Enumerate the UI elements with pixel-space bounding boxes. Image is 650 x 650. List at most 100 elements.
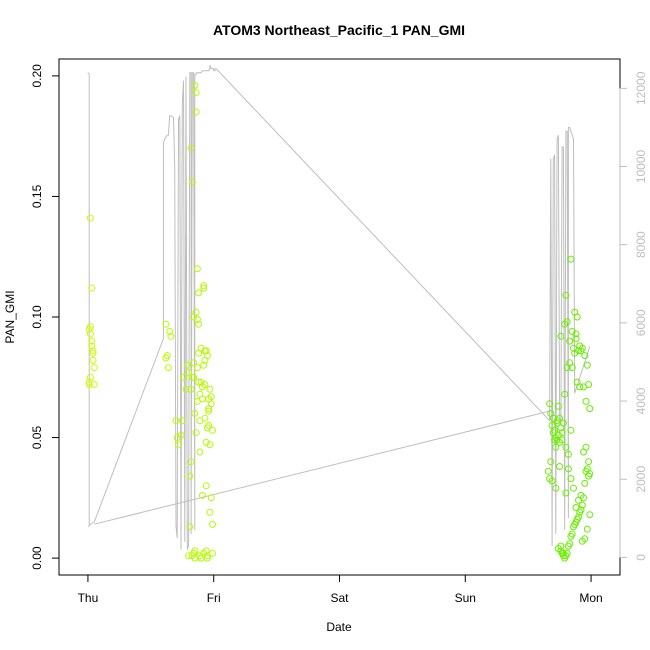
data-point [185, 369, 193, 376]
plot-frame [58, 58, 621, 576]
data-point [186, 523, 194, 531]
data-point [547, 458, 555, 466]
data-point [200, 282, 208, 290]
data-point [88, 342, 96, 350]
data-point [86, 214, 94, 222]
data-point [167, 332, 175, 340]
data-point [88, 337, 96, 345]
data-point [566, 540, 574, 548]
data-point [202, 547, 210, 555]
data-point [209, 520, 216, 528]
data-point [564, 450, 572, 458]
data-point [187, 385, 195, 393]
y2-tick-label: 10000 [634, 149, 648, 183]
data-point [566, 337, 574, 345]
data-point [197, 378, 205, 386]
data-point [193, 265, 201, 273]
data-point [562, 291, 570, 299]
data-point [585, 381, 593, 388]
y-axis-label: PAN_GMI [3, 290, 17, 343]
y-axis-left: 0.00 0.05 0.10 0.15 0.20 [30, 64, 60, 570]
data-point [209, 549, 216, 557]
data-point [89, 347, 97, 355]
data-point [195, 289, 203, 297]
y2-tick-label: 6000 [634, 309, 648, 336]
data-point [195, 320, 203, 328]
data-point [585, 472, 593, 480]
data-point [89, 349, 97, 357]
data-point [554, 431, 562, 439]
data-point [586, 405, 594, 413]
data-point [177, 431, 185, 439]
data-point [567, 426, 575, 434]
altitude-line [87, 64, 591, 550]
data-point [577, 491, 585, 499]
data-point [186, 472, 194, 480]
data-point [559, 419, 567, 427]
data-point [206, 508, 214, 516]
data-point [166, 328, 174, 335]
data-point [195, 378, 203, 386]
x-tick-label: Sun [455, 591, 476, 605]
transit-line [94, 410, 551, 525]
data-point [206, 441, 214, 449]
data-point [568, 530, 576, 538]
data-point [548, 477, 556, 485]
data-point [187, 144, 195, 152]
data-point [185, 552, 193, 560]
data-point [191, 409, 199, 417]
data-point [559, 549, 567, 557]
data-point [562, 443, 570, 451]
data-point [577, 347, 585, 355]
data-point [582, 397, 590, 405]
y-tick-label: 0.20 [30, 64, 44, 88]
y2-tick-label: 4000 [634, 387, 648, 414]
x-tick-label: Sat [330, 591, 349, 605]
y-tick-label: 0.00 [30, 546, 44, 570]
data-point [572, 335, 580, 343]
x-axis-label: Date [326, 620, 352, 634]
data-point [583, 361, 591, 369]
data-point [562, 489, 570, 497]
data-point [585, 458, 593, 466]
data-point [563, 549, 571, 557]
data-point [192, 429, 200, 437]
data-point [88, 284, 96, 292]
data-point [575, 513, 582, 521]
data-point [551, 426, 559, 434]
data-point [86, 323, 94, 331]
data-point [191, 547, 199, 555]
data-point [201, 347, 209, 355]
data-point [86, 373, 94, 381]
data-point [196, 417, 204, 425]
y-tick-label: 0.05 [30, 426, 44, 450]
data-point [182, 385, 190, 393]
data-point [207, 494, 215, 502]
data-point [581, 535, 589, 543]
data-point [205, 407, 213, 415]
data-point [546, 400, 554, 408]
data-point [583, 525, 591, 533]
data-point [164, 364, 172, 372]
y-tick-label: 0.15 [30, 184, 44, 208]
data-point [571, 349, 579, 357]
data-point [193, 315, 201, 323]
data-point [570, 484, 577, 492]
x-tick-label: Fri [207, 591, 221, 605]
data-point [575, 347, 582, 355]
data-point [206, 385, 214, 393]
data-point [205, 405, 213, 413]
data-point [90, 364, 98, 372]
data-point [544, 467, 552, 475]
data-point [549, 414, 557, 422]
data-point [567, 475, 575, 483]
data-point [552, 443, 560, 451]
data-point [192, 308, 200, 316]
x-tick-label: Thu [78, 591, 99, 605]
data-point [567, 255, 575, 263]
data-point [162, 320, 170, 328]
data-point [557, 332, 565, 340]
data-point [578, 501, 586, 509]
y2-tick-label: 0 [634, 554, 648, 561]
data-point [573, 313, 581, 321]
